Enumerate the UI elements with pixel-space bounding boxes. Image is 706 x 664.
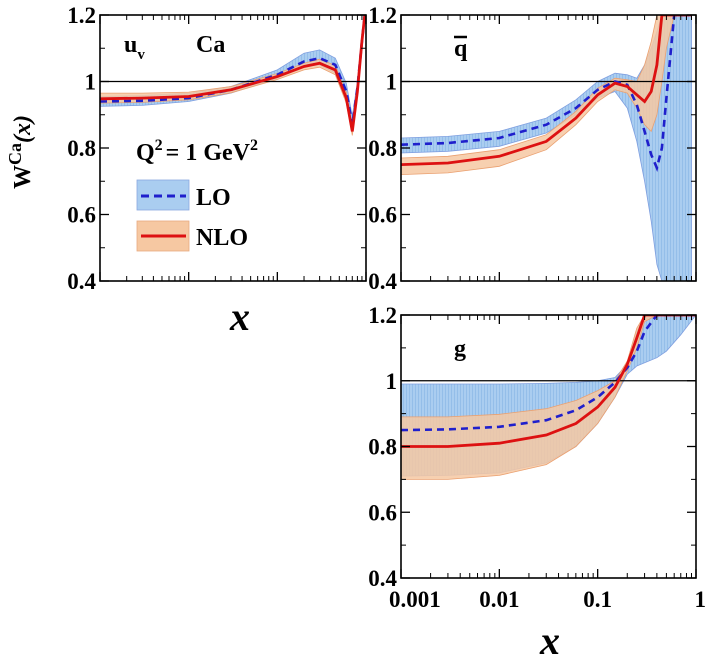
panel-label-g: g [454,336,466,362]
x-tick-label-g: 0.001 [389,587,441,612]
y-tick-label-qbar: 0.6 [368,203,397,228]
panel-label-ca: Ca [196,32,225,58]
y-axis-title-base: W [10,165,36,189]
x-tick-label-g: 0.01 [479,587,519,612]
y-tick-label-uv: 0.8 [67,136,96,161]
y-axis-title-arg: (x) [10,115,36,143]
y-tick-label-g: 1.2 [368,303,397,328]
y-tick-label-g: 0.4 [368,566,397,591]
legend-nlo-label: NLO [196,225,248,251]
nlo-band-uv [100,15,366,136]
y-tick-label-g: 1 [386,369,398,394]
y-axis-title: WCa(x) [5,115,36,189]
lo-band-uv [100,15,366,132]
legend-lo-label: LO [196,185,231,211]
y-tick-label-g: 0.6 [368,500,397,525]
x-tick-label-g: 1 [695,587,706,612]
y-tick-label-uv: 0.4 [67,269,96,294]
nlo-band-g [401,315,696,480]
y-tick-label-uv: 1 [85,70,97,95]
panel-uv-plot [100,15,366,136]
y-tick-label-qbar: 0.8 [368,136,397,161]
panel-g-plot [401,315,696,480]
y-tick-label-uv: 1.2 [67,3,96,28]
panel-label-uv: uv [124,32,145,63]
y-axis-title-sup: Ca [5,143,25,165]
nlo-line-qbar [401,15,692,166]
y-tick-label-g: 0.8 [368,435,397,460]
lo-line-qbar [401,15,692,172]
x-tick-label-g: 0.1 [583,587,612,612]
q2-annotation: Q2 = 1 GeV2 [136,137,258,166]
svg-text:WCa(x): WCa(x) [5,115,36,189]
panel-qbar-plot [401,15,696,281]
x-axis-title-bottom: x [539,618,560,663]
y-tick-label-qbar: 1 [386,70,398,95]
y-tick-label-qbar: 1.2 [368,3,397,28]
x-axis-title-top: x [229,294,250,339]
nlo-line-uv [100,15,366,132]
panel-label-qbar: q [454,36,468,62]
y-tick-label-uv: 0.6 [67,203,96,228]
y-tick-label-qbar: 0.4 [368,269,397,294]
nlo-line-g [401,315,696,448]
